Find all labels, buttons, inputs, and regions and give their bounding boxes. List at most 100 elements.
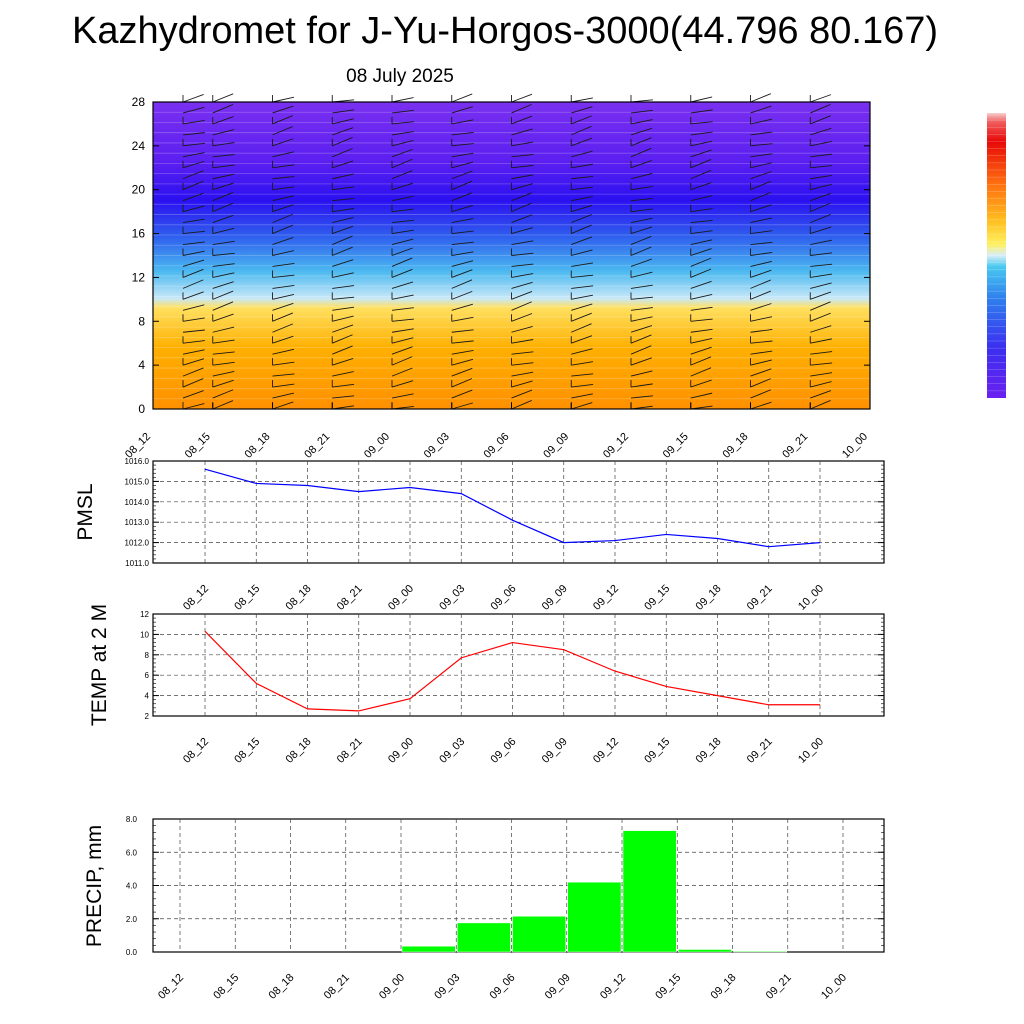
wind-barb (571, 224, 592, 234)
wind-barb (332, 217, 354, 224)
page-subtitle: 08 July 2025 (346, 66, 454, 87)
wind-barb (391, 195, 414, 202)
wind-barb (212, 379, 234, 388)
y-tick-label: 6 (145, 671, 150, 680)
x-tick-label: 09_06 (488, 972, 518, 1002)
wind-barb (212, 116, 234, 125)
wind-barb (630, 147, 652, 158)
wind-barb (630, 395, 653, 399)
wind-barb (272, 213, 294, 224)
wind-barb (690, 346, 712, 355)
wind-barb (750, 93, 772, 103)
precip-bar (622, 830, 677, 953)
wind-barb (451, 192, 473, 202)
wind-barb (272, 96, 295, 103)
wind-barb (391, 208, 414, 213)
wind-barb (690, 280, 712, 289)
wind-barb (750, 118, 773, 125)
wind-barb (451, 367, 473, 377)
x-tick-label: 09_15 (653, 972, 683, 1002)
wind-barb (451, 260, 474, 267)
wind-barb (182, 230, 205, 235)
wind-barb (451, 402, 474, 410)
x-tick-label: 10_00 (840, 431, 870, 461)
x-tick-label: 08_21 (335, 583, 365, 613)
wind-barb (212, 361, 235, 366)
wind-barb (451, 93, 473, 103)
wind-barb (451, 230, 474, 235)
wind-barb (511, 291, 533, 300)
wind-barb (630, 271, 653, 278)
wind-barb (212, 371, 235, 377)
wind-barb (272, 263, 295, 267)
wind-barb (630, 217, 653, 224)
wind-barb (690, 367, 712, 377)
wind-barb (571, 106, 593, 114)
wind-barb (571, 196, 593, 202)
wind-barb (272, 294, 295, 300)
wind-barb (690, 293, 713, 300)
wind-barb (571, 125, 592, 136)
wind-barb (690, 159, 712, 169)
x-tick-label: 08_15 (183, 431, 213, 461)
wind-barb (690, 96, 713, 103)
x-tick-label: 09_03 (437, 583, 467, 613)
wind-barb (630, 284, 653, 289)
wind-barb (272, 373, 295, 377)
wind-barb (810, 400, 831, 410)
wind-barb (391, 182, 414, 191)
wind-barb (690, 248, 712, 256)
wind-barb (690, 182, 712, 191)
wind-barb (750, 303, 772, 311)
wind-barb (451, 303, 473, 311)
x-tick-label: 09_21 (780, 431, 810, 461)
wind-barb (630, 159, 652, 169)
wind-barb (182, 106, 205, 114)
x-tick-label: 09_21 (764, 972, 794, 1002)
wind-barb (750, 204, 772, 213)
wind-barb (212, 272, 235, 278)
wind-barb (451, 350, 474, 355)
wind-barb (630, 325, 653, 333)
wind-barb (272, 284, 295, 289)
x-tick-label: 08_15 (232, 583, 262, 613)
wind-barb (182, 142, 205, 147)
wind-barb (212, 290, 234, 300)
wind-barb (182, 304, 205, 311)
wind-barb (810, 325, 832, 333)
wind-barb (332, 357, 354, 366)
wind-barb (810, 202, 831, 213)
wind-barb (511, 389, 533, 399)
wind-barb (182, 93, 204, 103)
wind-barb (451, 251, 474, 256)
wind-barb (571, 373, 594, 377)
wind-barb (511, 400, 532, 410)
x-tick-label: 09_00 (377, 972, 407, 1002)
y-tick-label: 16 (132, 227, 146, 241)
wind-barb (810, 252, 833, 256)
wind-barb (451, 241, 474, 245)
wind-barb (212, 389, 234, 399)
wind-barb (212, 281, 234, 289)
wind-barb (451, 378, 473, 388)
wind-barb (750, 359, 772, 366)
wind-barb (451, 269, 473, 278)
wind-barb (511, 128, 533, 136)
wind-barb (212, 400, 234, 410)
wind-barb (332, 160, 354, 169)
wind-barb (391, 247, 413, 256)
wind-barb (571, 312, 592, 322)
wind-barb (571, 115, 592, 125)
y-tick-label: 12 (140, 610, 149, 619)
wind-barb (810, 372, 833, 377)
x-tick-label: 09_06 (489, 736, 519, 766)
wind-barb (212, 142, 235, 147)
y-tick-label: 8 (138, 314, 145, 328)
wind-barb (810, 338, 832, 344)
wind-barb (332, 395, 355, 399)
wind-barb (272, 115, 294, 125)
wind-barb (690, 140, 713, 147)
precip-bar (678, 949, 732, 953)
wind-barb (212, 252, 235, 256)
